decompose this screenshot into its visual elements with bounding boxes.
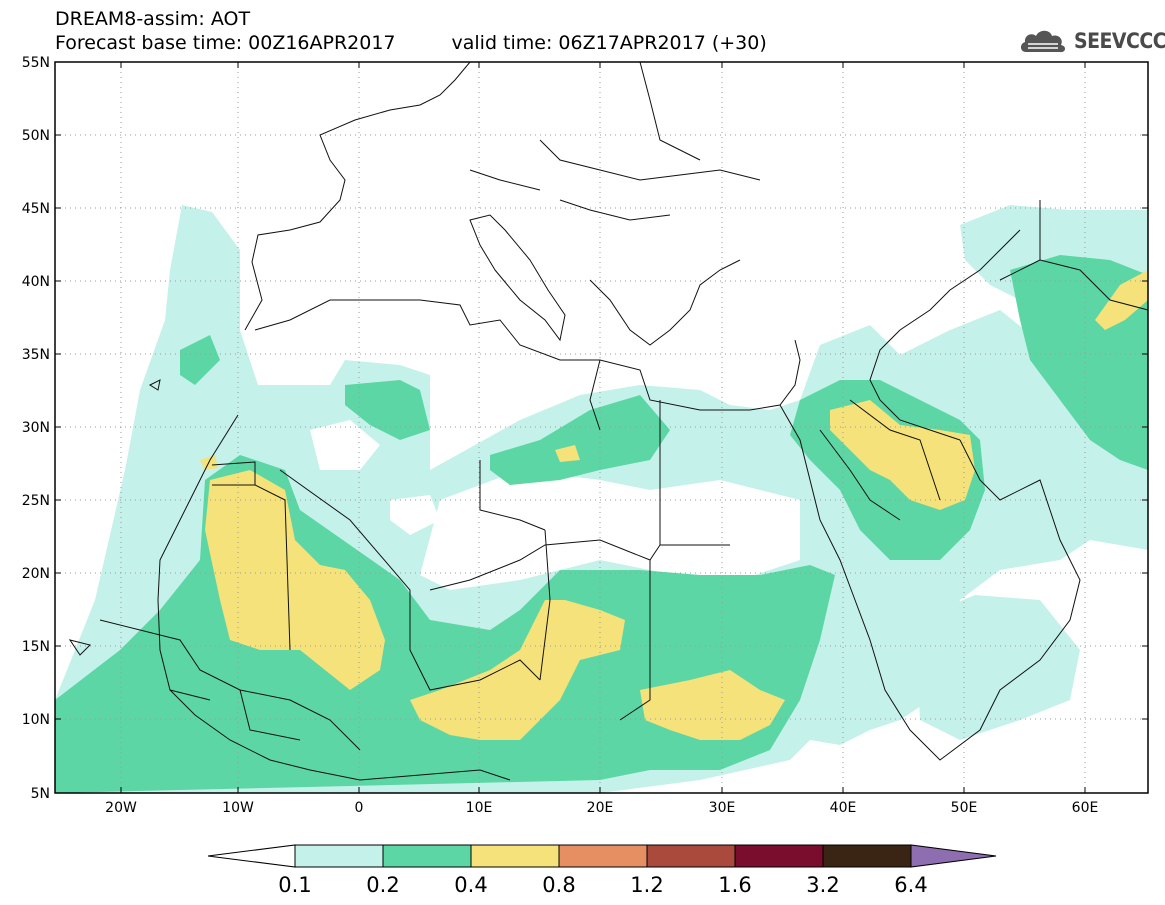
lat-label: 30N: [22, 420, 50, 436]
coastlines-borders: [68, 62, 1148, 781]
lon-label: 10W: [222, 800, 254, 816]
seevccc-logo: SEEVCCC: [1018, 26, 1165, 56]
lat-label: 50N: [22, 128, 50, 144]
aot-level-0-4: [200, 270, 1148, 740]
map-title: DREAM8-assim: AOT: [55, 8, 251, 30]
longitude-labels: 20W 10W 0 10E 20E 30E 40E 50E 60E: [105, 800, 1098, 816]
lon-label: 30E: [709, 800, 736, 816]
lat-label: 10N: [22, 712, 50, 728]
colorbar-label: 6.4: [894, 873, 927, 897]
graticule: [55, 62, 1148, 793]
lat-label: 40N: [22, 274, 50, 290]
colorbar-upper-arrow: [910, 844, 997, 868]
logo-text: SEEVCCC: [1074, 29, 1165, 53]
base-time: Forecast base time: 00Z16APR2017: [55, 32, 396, 54]
colorbar-label: 1.6: [718, 873, 751, 897]
axis-ticks: [55, 62, 1148, 793]
lat-label: 45N: [22, 201, 50, 217]
colorbar-lower-arrow: [207, 844, 296, 868]
colorbar-swatch: [470, 844, 560, 868]
colorbar-swatch: [294, 844, 384, 868]
aot-contours: [55, 205, 1148, 793]
lat-label: 5N: [31, 786, 50, 802]
latitude-labels: 55N 50N 45N 40N 35N 30N 25N 20N 15N 10N …: [22, 55, 50, 802]
cloud-logo-icon: [1020, 30, 1066, 53]
colorbar-swatch: [646, 844, 736, 868]
lat-label: 25N: [22, 493, 50, 509]
lat-label: 15N: [22, 639, 50, 655]
colorbar-swatch: [558, 844, 648, 868]
colorbar-swatch: [734, 844, 824, 868]
lon-label: 20E: [587, 800, 614, 816]
lon-label: 10E: [466, 800, 493, 816]
lat-label: 55N: [22, 55, 50, 71]
colorbar-label: 3.2: [806, 873, 839, 897]
lat-label: 35N: [22, 347, 50, 363]
valid-time: valid time: 06Z17APR2017 (+30): [451, 32, 767, 54]
colorbar: [207, 844, 997, 868]
lon-label: 40E: [830, 800, 857, 816]
lat-label: 20N: [22, 566, 50, 582]
lon-label: 60E: [1072, 800, 1099, 816]
colorbar-label: 0.8: [542, 873, 575, 897]
lon-label: 0: [355, 800, 364, 816]
colorbar-label: 0.1: [278, 873, 311, 897]
colorbar-swatch: [382, 844, 472, 868]
colorbar-label: 0.2: [366, 873, 399, 897]
lon-label: 50E: [951, 800, 978, 816]
lon-label: 20W: [105, 800, 137, 816]
colorbar-labels: 0.1 0.2 0.4 0.8 1.2 1.6 3.2 6.4: [278, 873, 927, 897]
colorbar-swatch: [822, 844, 912, 868]
forecast-times: Forecast base time: 00Z16APR2017 valid ti…: [55, 32, 767, 54]
colorbar-label: 1.2: [630, 873, 663, 897]
colorbar-label: 0.4: [454, 873, 487, 897]
